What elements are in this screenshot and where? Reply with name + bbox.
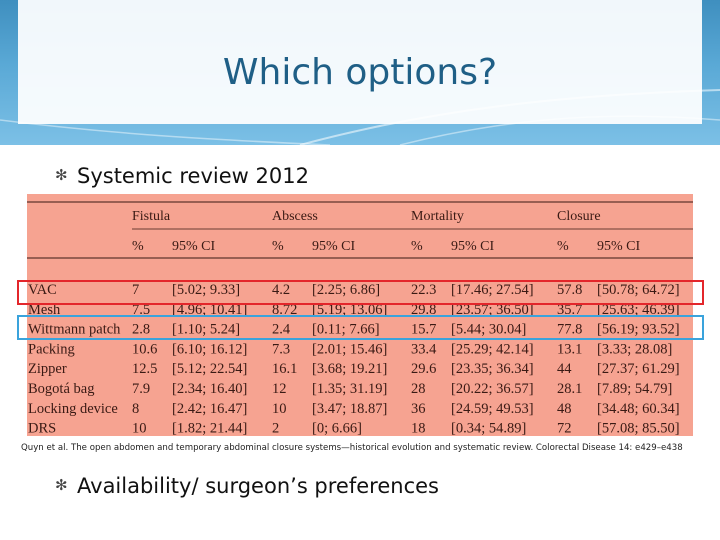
table-cell: 8.72 bbox=[272, 302, 297, 318]
bullet-availability: ✻ Availability/ surgeon’s preferences bbox=[55, 474, 439, 498]
table-cell: 2 bbox=[272, 421, 279, 436]
table-cell: [5.02; 9.33] bbox=[172, 282, 240, 298]
bullet-text: Systemic review 2012 bbox=[77, 164, 309, 188]
table-cell: [2.01; 15.46] bbox=[312, 341, 387, 357]
table-cell: 48 bbox=[557, 401, 572, 417]
slide-title: Which options? bbox=[222, 52, 498, 93]
table-cell: [34.48; 60.34] bbox=[597, 401, 680, 417]
bullet-systemic-review: ✻ Systemic review 2012 bbox=[55, 164, 309, 188]
table-cell: 22.3 bbox=[411, 282, 436, 298]
table-cell: 29.6 bbox=[411, 361, 436, 377]
review-table-figure: Fistula Abscess Mortality Closure % 95% CI% 9… bbox=[27, 194, 693, 436]
table-cell: 7 bbox=[132, 282, 139, 298]
table-cell: 16.1 bbox=[272, 361, 297, 377]
table-cell: 15.7 bbox=[411, 322, 436, 338]
table-row-label: Wittmann patch bbox=[28, 322, 121, 338]
table-cell: [20.22; 36.57] bbox=[451, 381, 534, 397]
table-cell: [5.12; 22.54] bbox=[172, 361, 247, 377]
table-cell: [2.34; 16.40] bbox=[172, 381, 247, 397]
column-subheader: % bbox=[557, 239, 569, 254]
asterisk-bullet-icon: ✻ bbox=[55, 166, 68, 184]
table-row-label: Zipper bbox=[28, 361, 67, 377]
table-cell: 28 bbox=[411, 381, 426, 397]
table-cell: [2.42; 16.47] bbox=[172, 401, 247, 417]
column-subheader: 95% CI bbox=[172, 239, 216, 254]
slide-header-background bbox=[0, 0, 720, 145]
column-group-header: Mortality bbox=[411, 209, 464, 224]
table-cell: [0.34; 54.89] bbox=[451, 421, 526, 436]
column-subheader: % bbox=[132, 239, 144, 254]
table-cell: [23.35; 36.34] bbox=[451, 361, 534, 377]
table-cell: 10 bbox=[132, 421, 147, 436]
table-cell: 7.3 bbox=[272, 341, 290, 357]
column-subheader: % bbox=[411, 239, 423, 254]
table-cell: [24.59; 49.53] bbox=[451, 401, 534, 417]
table-row-label: Packing bbox=[28, 341, 75, 357]
column-subheader: 95% CI bbox=[451, 239, 495, 254]
table-cell: 13.1 bbox=[557, 341, 582, 357]
table-cell: [5.44; 30.04] bbox=[451, 322, 526, 338]
table-cell: 12 bbox=[272, 381, 287, 397]
table-cell: [3.33; 28.08] bbox=[597, 341, 672, 357]
table-cell: [5.19; 13.06] bbox=[312, 302, 387, 318]
table-cell: 4.2 bbox=[272, 282, 290, 298]
table-cell: 10.6 bbox=[132, 341, 157, 357]
table-row-label: Mesh bbox=[28, 302, 61, 318]
title-card bbox=[18, 0, 702, 124]
table-cell: [0; 6.66] bbox=[312, 421, 362, 436]
table-cell: [3.68; 19.21] bbox=[312, 361, 387, 377]
table-cell: 2.4 bbox=[272, 322, 291, 338]
table-cell: [25.63; 46.39] bbox=[597, 302, 680, 318]
table-cell: 44 bbox=[557, 361, 572, 377]
table-cell: 72 bbox=[557, 421, 572, 436]
table-cell: [2.25; 6.86] bbox=[312, 282, 380, 298]
vac-row-highlight bbox=[17, 280, 704, 305]
table-cell: [1.10; 5.24] bbox=[172, 322, 240, 338]
table-cell: [0.11; 7.66] bbox=[312, 322, 380, 338]
table-citation: Quyn et al. The open abdomen and tempora… bbox=[21, 443, 683, 453]
table-row-label: VAC bbox=[28, 282, 57, 298]
column-group-header: Closure bbox=[557, 209, 601, 224]
table-cell: [1.35; 31.19] bbox=[312, 381, 387, 397]
table-cell: 57.8 bbox=[557, 282, 582, 298]
table-cell: [3.47; 18.87] bbox=[312, 401, 387, 417]
table-row-label: DRS bbox=[28, 421, 56, 436]
table-cell: 2.8 bbox=[132, 322, 150, 338]
table-cell: [50.78; 64.72] bbox=[597, 282, 680, 298]
table-cell: [6.10; 16.12] bbox=[172, 341, 247, 357]
table-cell: 35.7 bbox=[557, 302, 582, 318]
table-cell: 28.1 bbox=[557, 381, 582, 397]
table-cell: 18 bbox=[411, 421, 426, 436]
column-group-header: Fistula bbox=[132, 209, 171, 224]
bullet-text: Availability/ surgeon’s preferences bbox=[77, 474, 439, 498]
table-row-label: Locking device bbox=[28, 401, 118, 417]
table-cell: [7.89; 54.79] bbox=[597, 381, 672, 397]
column-group-header: Abscess bbox=[272, 209, 318, 224]
table-cell: 7.5 bbox=[132, 302, 150, 318]
table-cell: 36 bbox=[411, 401, 426, 417]
table-cell: 8 bbox=[132, 401, 139, 417]
table-cell: [4.96; 10.41] bbox=[172, 302, 247, 318]
table-cell: 10 bbox=[272, 401, 287, 417]
table-cell: 12.5 bbox=[132, 361, 157, 377]
table-cell: [57.08; 85.50] bbox=[597, 421, 680, 436]
table-cell: [56.19; 93.52] bbox=[597, 322, 680, 338]
column-subheader: % bbox=[272, 239, 284, 254]
review-table: Fistula Abscess Mortality Closure % 95% CI% 9… bbox=[27, 201, 693, 436]
table-cell: 7.9 bbox=[132, 381, 150, 397]
table-cell: [23.57; 36.50] bbox=[451, 302, 534, 318]
table-cell: [25.29; 42.14] bbox=[451, 341, 534, 357]
asterisk-bullet-icon: ✻ bbox=[55, 476, 68, 494]
column-subheader: 95% CI bbox=[597, 239, 641, 254]
table-cell: 29.8 bbox=[411, 302, 436, 318]
table-cell: 33.4 bbox=[411, 341, 437, 357]
table-cell: [1.82; 21.44] bbox=[172, 421, 247, 436]
table-cell: [27.37; 61.29] bbox=[597, 361, 680, 377]
table-row-label: Bogotá bag bbox=[28, 381, 94, 397]
wittmann-row-highlight bbox=[17, 315, 704, 340]
table-cell: [17.46; 27.54] bbox=[451, 282, 534, 298]
column-subheader: 95% CI bbox=[312, 239, 356, 254]
table-cell: 77.8 bbox=[557, 322, 582, 338]
